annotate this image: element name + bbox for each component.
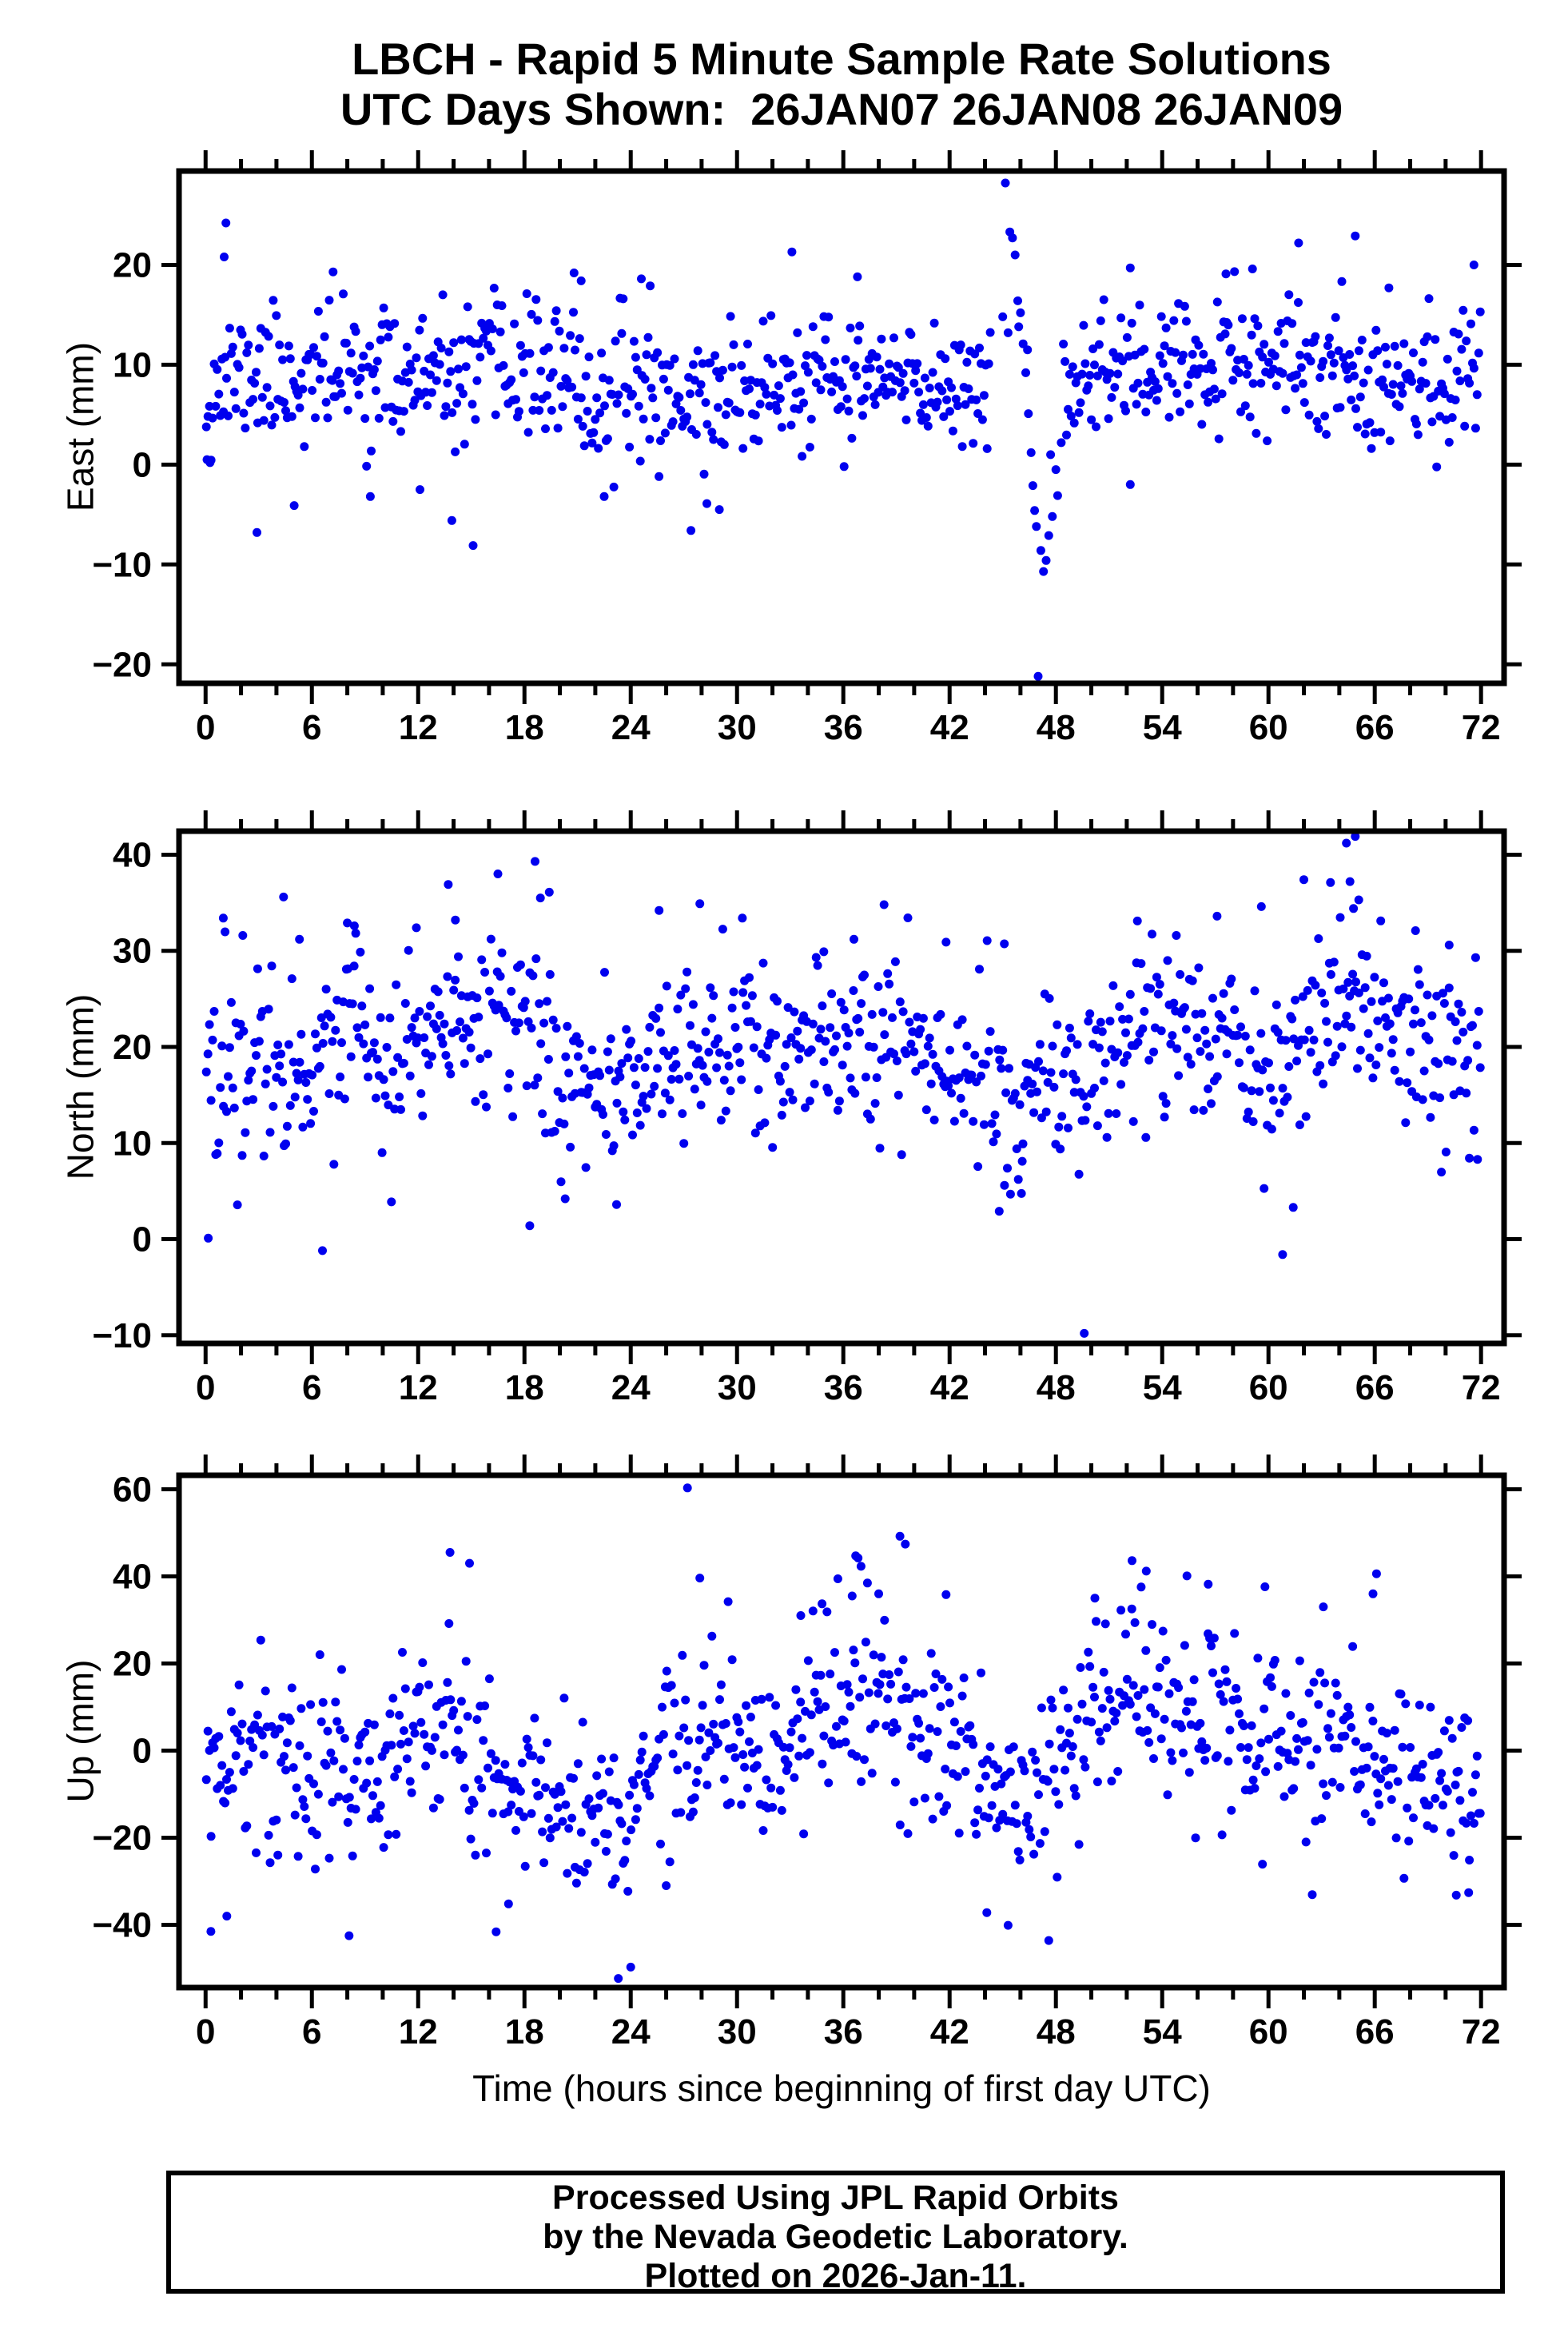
x-tick-label: 36 [824, 2012, 863, 2051]
x-tick-label: 42 [930, 708, 969, 747]
x-tick-label: 54 [1143, 2012, 1182, 2051]
y-tick-label: 20 [113, 1028, 152, 1067]
x-tick-label: 66 [1355, 708, 1395, 747]
x-tick-label: 24 [611, 2012, 651, 2051]
panel-frame-up [176, 1472, 1507, 1991]
footer-line-2: by the Nevada Geodetic Laboratory. [543, 2218, 1128, 2256]
footer-line-1: Processed Using JPL Rapid Orbits [552, 2179, 1119, 2217]
x-tick-label: 66 [1355, 1368, 1395, 1407]
x-tick-label: 30 [718, 2012, 757, 2051]
y-tick-label: 60 [113, 1470, 152, 1509]
x-tick-label: 12 [399, 708, 438, 747]
x-tick-label: 72 [1462, 2012, 1501, 2051]
x-tick-label: 36 [824, 1368, 863, 1407]
scatter-points-east [201, 178, 1485, 681]
chart-title: LBCH - Rapid 5 Minute Sample Rate Soluti… [179, 34, 1504, 134]
y-tick-label: 10 [113, 345, 152, 384]
panel-frame-east [176, 168, 1507, 686]
x-tick-label: 36 [824, 708, 863, 747]
x-tick-label: 30 [718, 708, 757, 747]
scatter-points-north [201, 832, 1485, 1338]
y-axis-label-up: Up (mm) [59, 1659, 101, 1803]
y-tick-label: 10 [113, 1124, 152, 1163]
chart-title-line1: LBCH - Rapid 5 Minute Sample Rate Soluti… [352, 34, 1331, 84]
x-tick-label: 60 [1249, 1368, 1288, 1407]
x-tick-label: 12 [399, 1368, 438, 1407]
x-tick-label: 6 [302, 2012, 321, 2051]
y-tick-label: 0 [133, 1220, 152, 1260]
x-tick-label: 54 [1143, 1368, 1182, 1407]
scatter-points-up [201, 1483, 1485, 1984]
y-tick-label: 40 [113, 1557, 152, 1596]
chart-title-line2: UTC Days Shown: 26JAN07 26JAN08 26JAN09 [340, 84, 1343, 134]
x-tick-label: 30 [718, 1368, 757, 1407]
axis-ticks-north [161, 810, 1522, 1364]
x-tick-label: 6 [302, 1368, 321, 1407]
y-tick-label: 30 [113, 932, 152, 971]
panel-frame-north [176, 828, 1507, 1347]
x-tick-label: 72 [1462, 708, 1501, 747]
y-axis-label-north: North (mm) [59, 993, 101, 1180]
x-tick-label: 60 [1249, 2012, 1288, 2051]
x-tick-label: 6 [302, 708, 321, 747]
x-tick-label: 48 [1037, 2012, 1076, 2051]
y-tick-label: 40 [113, 835, 152, 874]
x-tick-label: 48 [1037, 1368, 1076, 1407]
x-tick-label: 60 [1249, 708, 1288, 747]
x-tick-label: 72 [1462, 1368, 1501, 1407]
y-tick-label: 0 [133, 1731, 152, 1770]
y-tick-label: 20 [113, 1644, 152, 1683]
x-tick-label: 24 [611, 708, 651, 747]
y-tick-label: −20 [92, 645, 152, 684]
x-axis-label: Time (hours since beginning of first day… [472, 2067, 1211, 2109]
x-tick-label: 42 [930, 1368, 969, 1407]
x-tick-label: 0 [196, 1368, 215, 1407]
y-tick-label: −10 [92, 1316, 152, 1355]
y-tick-label: −40 [92, 1906, 152, 1945]
x-tick-label: 54 [1143, 708, 1182, 747]
x-tick-label: 48 [1037, 708, 1076, 747]
y-axis-label-east: East (mm) [59, 341, 101, 512]
y-tick-label: 20 [113, 245, 152, 285]
footer-box: Processed Using JPL Rapid Orbits by the … [166, 2171, 1505, 2295]
x-tick-label: 12 [399, 2012, 438, 2051]
footer-line-3: Plotted on 2026-Jan-11. [644, 2257, 1027, 2295]
x-tick-label: 18 [505, 2012, 544, 2051]
x-tick-label: 18 [505, 1368, 544, 1407]
x-tick-label: 0 [196, 708, 215, 747]
x-tick-label: 42 [930, 2012, 969, 2051]
y-tick-label: 0 [133, 445, 152, 484]
y-tick-label: −10 [92, 545, 152, 584]
x-tick-label: 0 [196, 2012, 215, 2051]
x-tick-label: 66 [1355, 2012, 1395, 2051]
x-tick-label: 18 [505, 708, 544, 747]
y-tick-label: −20 [92, 1818, 152, 1857]
x-tick-label: 24 [611, 1368, 651, 1407]
